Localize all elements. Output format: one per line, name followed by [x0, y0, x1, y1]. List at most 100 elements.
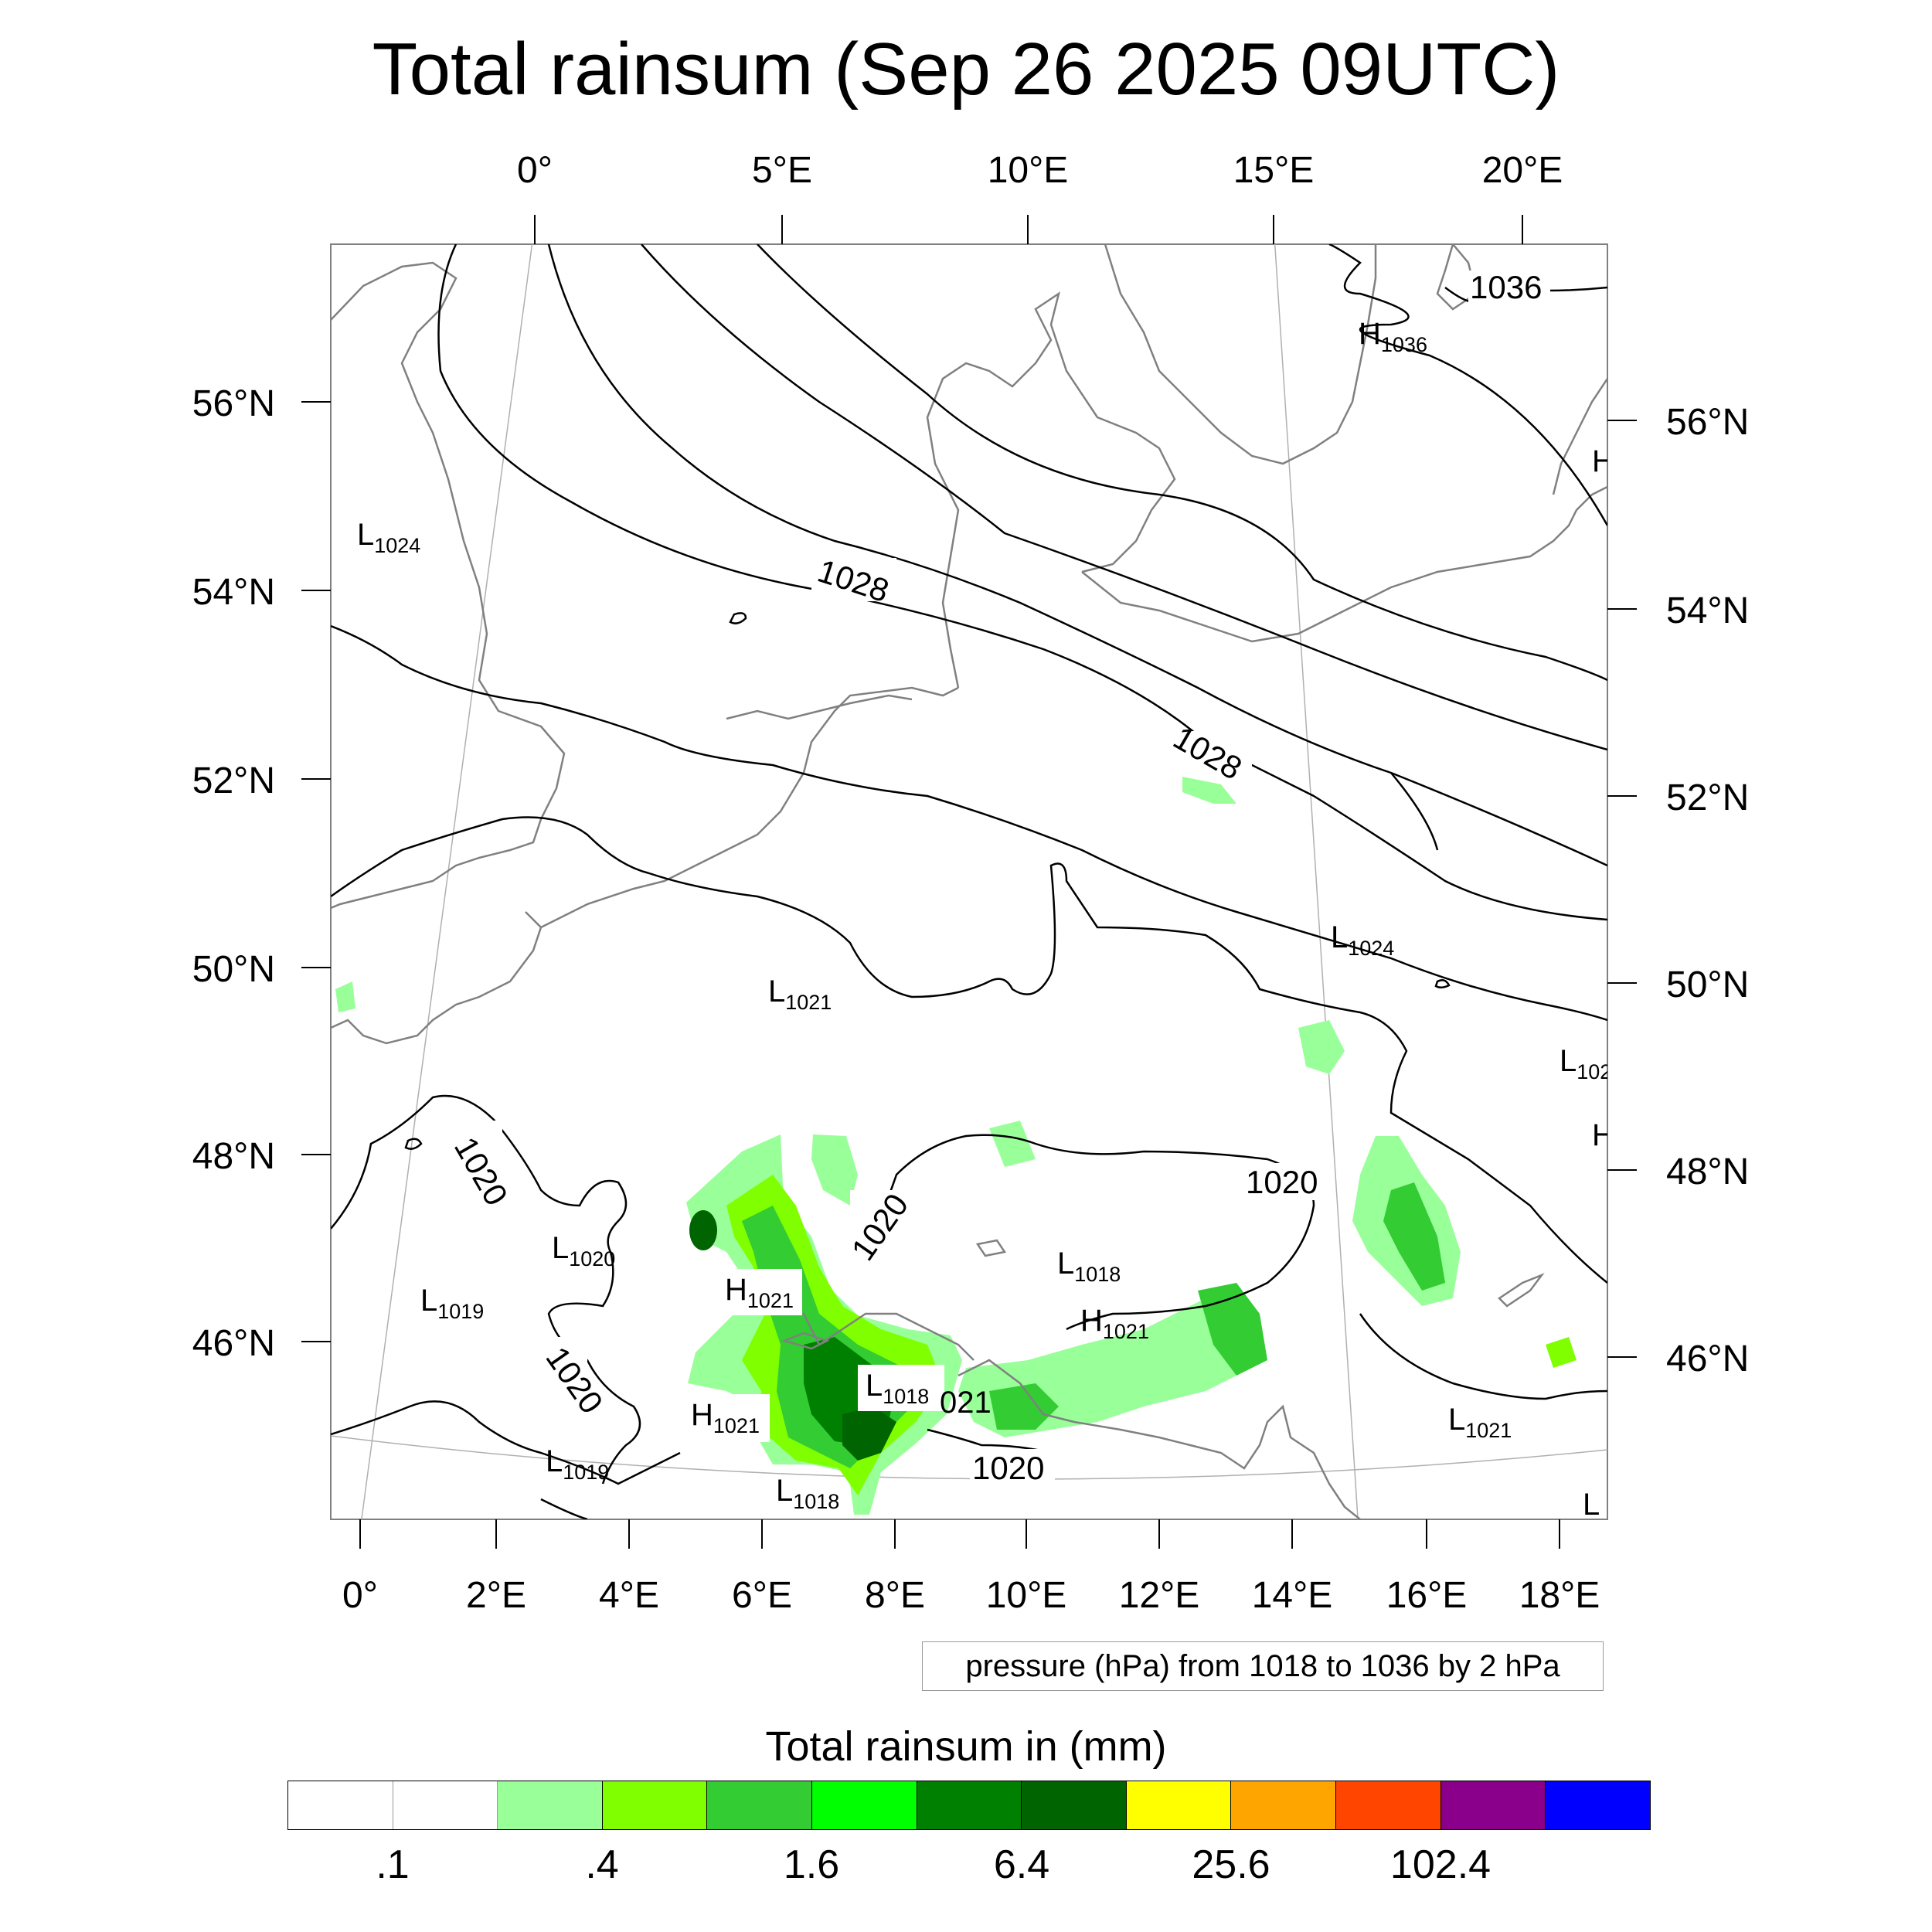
rain-area-poland	[1182, 777, 1236, 804]
lat-tick-label-right: 46°N	[1666, 1338, 1749, 1379]
pressure-center: H1021	[1080, 1304, 1149, 1343]
pressure-legend-note: pressure (hPa) from 1018 to 1036 by 2 hP…	[922, 1641, 1604, 1691]
colorbar-swatch	[393, 1781, 498, 1829]
pressure-center: H1036	[1359, 317, 1427, 356]
colorbar-swatch	[1231, 1781, 1337, 1829]
lat-tick-label-right: 56°N	[1666, 402, 1749, 443]
lat-tick-label-left: 50°N	[192, 949, 275, 990]
bottom-axis	[359, 1519, 1560, 1549]
colorbar-label: 1.6	[783, 1842, 840, 1887]
rain-area-czech	[1298, 1020, 1345, 1074]
rain-area-west	[335, 981, 355, 1012]
lat-tick-label-right: 48°N	[1666, 1151, 1749, 1192]
top-axis	[534, 215, 1523, 244]
lon-tick-label-bottom: 6°E	[732, 1575, 792, 1616]
pressure-center: L1020	[552, 1231, 615, 1270]
contour-labels: 1028 1028 1036 1020 1020 1020 1020 1020	[447, 269, 1550, 1486]
contour-label-1036: 1036	[1470, 269, 1542, 305]
coastline-baltic-south	[1081, 485, 1607, 643]
lat-tick-label-left: 46°N	[192, 1323, 275, 1364]
coastline-frisian	[726, 694, 913, 720]
lon-tick-label-top: 10°E	[988, 150, 1069, 191]
left-axis	[301, 401, 331, 1342]
lon-tick-label-bottom: 4°E	[599, 1575, 659, 1616]
rain-area-bavaria	[989, 1121, 1036, 1167]
pressure-center: L1024	[357, 518, 420, 557]
isobar-1026	[331, 624, 1607, 1022]
contour-label-1020c: 1020	[1246, 1164, 1318, 1200]
coastline-baltic-east	[1436, 244, 1478, 311]
coastline-britain	[331, 261, 566, 910]
lon-tick-label-bottom: 2°E	[466, 1575, 526, 1616]
isobar-1030	[547, 244, 1607, 867]
rain-area-hungary	[1546, 1337, 1577, 1368]
pressure-center: L1019	[546, 1444, 609, 1484]
colorbar-swatch	[1440, 1781, 1546, 1829]
rain-area-jura-max	[689, 1210, 717, 1250]
coastline-britain-south	[331, 911, 543, 1045]
isobar-1024-west	[331, 816, 650, 898]
colorbar-label: .4	[585, 1842, 619, 1887]
isobar-1019-south	[331, 1400, 681, 1485]
lon-tick-label-bottom: 18°E	[1519, 1575, 1600, 1616]
pressure-center: L	[1583, 1488, 1600, 1522]
isobar-north-loop	[1390, 772, 1439, 851]
map-title: Total rainsum (Sep 26 2025 09UTC)	[372, 28, 1560, 111]
lon-tick-label-bottom: 8°E	[865, 1575, 925, 1616]
isobar-1032	[641, 244, 1607, 751]
colorbar	[287, 1781, 1651, 1830]
coastline-denmark	[926, 291, 1176, 689]
coastlines	[331, 244, 1607, 1519]
colorbar-label: 102.4	[1389, 1842, 1492, 1887]
lon-tick-label-top: 5°E	[752, 150, 812, 191]
lat-tick-label-right: 54°N	[1666, 590, 1749, 631]
right-axis	[1607, 420, 1637, 1358]
lat-tick-label-left: 52°N	[192, 760, 275, 801]
pressure-center: L1024	[1331, 920, 1394, 960]
graticule	[331, 244, 1607, 1519]
pressure-centers: L1024 H1036 H L1024 L1021 L102 H L1020 L…	[357, 317, 1614, 1522]
pressure-center: L1018	[1057, 1247, 1121, 1286]
rain-area-alps-max	[842, 1406, 896, 1461]
colorbar-swatch	[1126, 1781, 1232, 1829]
rain-area-north-alps	[811, 1134, 858, 1206]
rain-area-slovenia	[1198, 1283, 1267, 1376]
lon-tick-label-bottom: 10°E	[986, 1575, 1067, 1616]
isobar-small-1	[729, 612, 747, 624]
pressure-center: L1019	[420, 1284, 484, 1323]
colorbar-swatch	[812, 1781, 917, 1829]
isobar-1020-se	[1359, 1313, 1607, 1400]
pressure-center: L1018	[866, 1369, 929, 1408]
colorbar-label: .1	[376, 1842, 410, 1887]
colorbar-swatch	[288, 1781, 393, 1829]
lat-tick-label-left: 56°N	[192, 383, 275, 424]
pressure-center: H1021	[691, 1398, 760, 1437]
lon-tick-label-bottom: 12°E	[1119, 1575, 1200, 1616]
lake-geneva	[781, 1332, 830, 1350]
coastline-france-north	[540, 686, 959, 929]
lon-tick-label-bottom: 0°	[342, 1575, 378, 1616]
pressure-center: L1021	[768, 975, 832, 1014]
coastline-latvia	[1552, 378, 1607, 495]
isobar-1020-west	[331, 1094, 641, 1485]
contour-label-1020e: 1020	[972, 1450, 1044, 1486]
colorbar-label: 25.6	[1192, 1842, 1270, 1887]
coastline-sweden	[1104, 244, 1377, 465]
lon-tick-label-top: 20°E	[1482, 150, 1563, 191]
colorbar-labels: .1 .4 1.6 6.4 25.6 102.4	[0, 1838, 1932, 1892]
coastline-adriatic	[957, 1359, 1361, 1519]
lon-tick-label-top: 15°E	[1233, 150, 1315, 191]
colorbar-title: Total rainsum in (mm)	[765, 1723, 1167, 1770]
pressure-center: H	[1592, 444, 1614, 478]
isobar-1022	[648, 862, 1607, 1284]
rain-area-east-alps-2	[989, 1383, 1059, 1430]
isobar-1028	[437, 244, 1607, 921]
lat-tick-label-right: 50°N	[1666, 964, 1749, 1005]
pressure-center: H1021	[725, 1273, 794, 1312]
isobar-1020-east	[856, 1134, 1315, 1331]
lat-tick-label-left: 54°N	[192, 572, 275, 613]
border-alps	[781, 1312, 975, 1361]
map-frame	[330, 243, 1608, 1520]
pressure-center: H	[1592, 1118, 1614, 1152]
